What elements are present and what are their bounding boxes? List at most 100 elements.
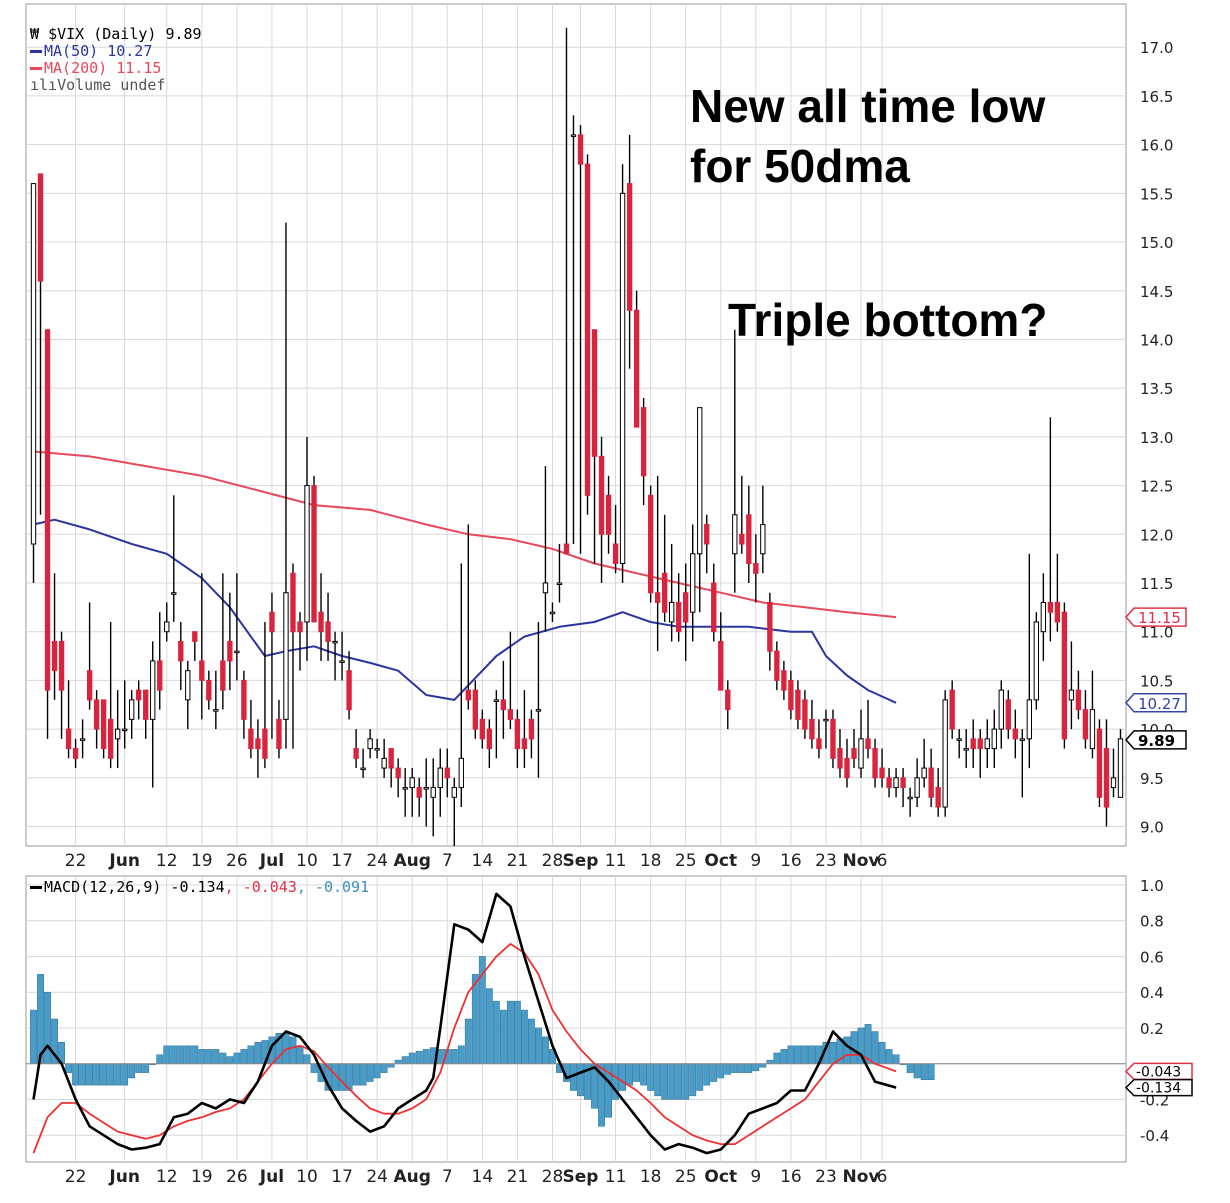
macd-histogram-bar <box>913 1063 921 1079</box>
candle-body <box>430 787 436 798</box>
symbol-icon: ₩ <box>30 25 40 43</box>
macd-histogram-bar <box>724 1063 732 1075</box>
candle-body <box>795 689 801 720</box>
candle-body <box>248 728 254 750</box>
candle-body <box>458 757 464 789</box>
price-x-tick-label: 22 <box>65 851 87 871</box>
price-x-tick-label: 14 <box>472 851 494 871</box>
candle-body <box>893 777 899 789</box>
macd-histogram-bar <box>401 1056 409 1064</box>
candle-body <box>276 718 282 750</box>
macd-x-tick-label: 18 <box>640 1167 662 1187</box>
price-legend: ₩ $VIX (Daily) 9.89 MA(50) 10.27 MA(200)… <box>30 26 202 94</box>
macd-histogram-bar <box>107 1063 115 1086</box>
macd-x-tick-label: Jun <box>108 1167 140 1187</box>
macd-histogram-bar <box>240 1049 248 1064</box>
macd-panel-frame <box>25 875 1127 1163</box>
macd-line <box>32 892 897 1155</box>
macd-x-tick-label: 16 <box>780 1167 802 1187</box>
macd-histogram-bar <box>892 1054 900 1064</box>
price-y-tick-label: 13.0 <box>1140 429 1173 447</box>
headline-line2: for 50dma <box>690 140 910 192</box>
legend-ma50: MA(50) 10.27 <box>30 43 202 60</box>
candle-body <box>802 699 808 730</box>
candle-body <box>767 601 773 652</box>
candle-body <box>199 660 205 681</box>
candle-body <box>872 748 878 779</box>
macd-histogram-bar <box>205 1049 213 1064</box>
candle-body <box>185 670 191 701</box>
macd-histogram-bar <box>492 1000 500 1064</box>
candle-body <box>1040 601 1047 633</box>
price-y-tick-label: 12.0 <box>1140 526 1173 544</box>
candle-body <box>788 679 794 711</box>
candle-body <box>844 757 850 779</box>
price-y-tick-label: 11.0 <box>1140 624 1173 642</box>
price-y-tick-label: 15.0 <box>1140 234 1173 252</box>
candle-body <box>304 485 310 623</box>
macd-histogram-bar <box>535 1027 542 1064</box>
macd-histogram-bar <box>135 1063 143 1073</box>
price-x-tick-label: Aug <box>393 851 430 871</box>
price-tag-label: 9.89 <box>1138 732 1175 750</box>
candle-body <box>150 660 156 720</box>
candle-body <box>479 718 486 740</box>
candle-body <box>360 767 366 771</box>
candle-body <box>907 796 913 800</box>
macd-histogram-bar <box>359 1063 367 1086</box>
candle-body <box>781 670 787 691</box>
macd-histogram-bar <box>542 1036 549 1064</box>
candle-body <box>549 611 556 615</box>
candle-body <box>437 767 443 789</box>
candle-body <box>325 621 331 642</box>
price-tag: 11.15 <box>1124 607 1187 627</box>
candle-body <box>220 660 226 691</box>
macd-y-tick-label: 0.6 <box>1140 948 1164 966</box>
macd-legend-label: MACD(12,26,9) -0.134 <box>44 878 225 896</box>
macd-histogram-bar <box>528 1018 535 1064</box>
macd-x-tick-label: 11 <box>605 1167 627 1187</box>
macd-x-tick-label: Oct <box>704 1167 737 1187</box>
candle-body <box>86 670 93 701</box>
macd-histogram-bar <box>843 1036 851 1064</box>
macd-histogram-bar <box>513 1000 521 1064</box>
macd-histogram-bar <box>668 1063 676 1100</box>
candle-body <box>129 699 135 720</box>
macd-value-tag-box <box>1124 1062 1193 1081</box>
candle-body <box>1103 748 1110 808</box>
macd-histogram-bar <box>703 1063 711 1086</box>
macd-histogram-bar <box>745 1063 753 1073</box>
candle-body <box>1054 601 1061 623</box>
candle-body <box>542 582 549 594</box>
candle-body <box>30 183 37 545</box>
candle-body <box>732 514 738 555</box>
candle-body <box>837 748 843 769</box>
candle-body <box>367 738 373 750</box>
candle-body <box>809 718 815 740</box>
candle-body <box>914 777 920 798</box>
price-x-tick-label: 10 <box>296 851 318 871</box>
macd-histogram-bar <box>731 1063 739 1073</box>
macd-histogram-bar <box>303 1054 311 1064</box>
legend-volume: ılıVolume undef <box>30 76 166 94</box>
macd-histogram-bar <box>808 1045 816 1064</box>
macd-histogram-bar <box>212 1049 220 1064</box>
price-x-tick-label: 12 <box>156 851 178 871</box>
macd-y-tick-label: -0.4 <box>1140 1127 1169 1145</box>
macd-histogram-bar <box>198 1049 206 1064</box>
candle-body <box>935 787 941 808</box>
candle-body <box>633 309 640 428</box>
legend-title: ₩ $VIX (Daily) 9.89 <box>30 25 202 43</box>
macd-value-tag-label: -0.134 <box>1136 1081 1181 1097</box>
candle-body <box>493 699 500 702</box>
macd-histogram-bar <box>759 1063 767 1068</box>
macd-histogram-bar <box>675 1063 683 1100</box>
candle-body <box>886 777 892 789</box>
candle-body <box>1110 777 1117 789</box>
macd-x-tick-label: Jul <box>259 1167 284 1187</box>
macd-histogram-bar <box>506 1000 514 1064</box>
macd-histogram-bar <box>906 1063 914 1073</box>
price-tag: 9.89 <box>1124 730 1187 750</box>
candle-body <box>521 738 528 750</box>
macd-x-tick-label: 24 <box>366 1167 388 1187</box>
